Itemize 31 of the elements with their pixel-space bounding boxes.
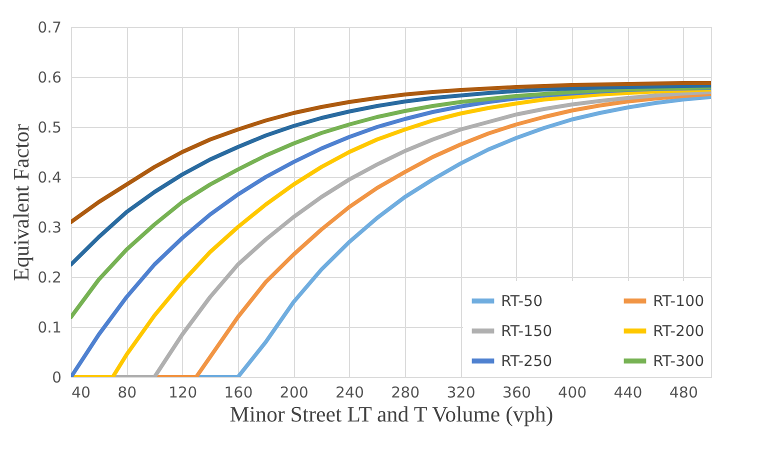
y-tick-label: 0.2 (38, 268, 62, 286)
x-tick-label: 80 (118, 384, 137, 402)
x-tick-label: 320 (446, 384, 476, 402)
line-series (71, 81, 711, 224)
y-tick-label: 0.3 (38, 218, 62, 236)
x-axis-title: Minor Street LT and T Volume (vph) (230, 402, 554, 426)
line-series (71, 86, 711, 319)
x-tick-label: 120 (168, 384, 198, 402)
y-tick-label: 0.6 (38, 68, 62, 86)
legend-label: RT-300 (653, 352, 704, 370)
legend-label: RT-50 (501, 292, 543, 310)
y-axis-title: Equivalent Factor (8, 123, 34, 282)
x-tick-label: 280 (391, 384, 420, 402)
x-tick-label: 440 (614, 384, 642, 402)
x-tick-label: 240 (335, 384, 364, 402)
legend-label: RT-200 (653, 322, 704, 340)
y-tick-label: 0.5 (38, 118, 62, 136)
legend-label: RT-250 (501, 352, 552, 370)
y-tick-label: 0.4 (38, 168, 62, 186)
legend-label: RT-150 (501, 322, 552, 340)
x-tick-label: 400 (558, 384, 587, 402)
y-tick-label: 0.1 (38, 318, 62, 336)
line-series (71, 84, 711, 266)
x-tick-label: 40 (72, 384, 91, 402)
y-tick-label: 0 (52, 368, 62, 386)
x-tick-label: 360 (502, 384, 532, 402)
x-tick-label: 480 (669, 384, 698, 402)
x-tick-label: 160 (224, 384, 253, 402)
legend-label: RT-100 (653, 292, 704, 310)
y-tick-label: 0.7 (38, 18, 62, 36)
x-tick-label: 200 (280, 384, 308, 402)
